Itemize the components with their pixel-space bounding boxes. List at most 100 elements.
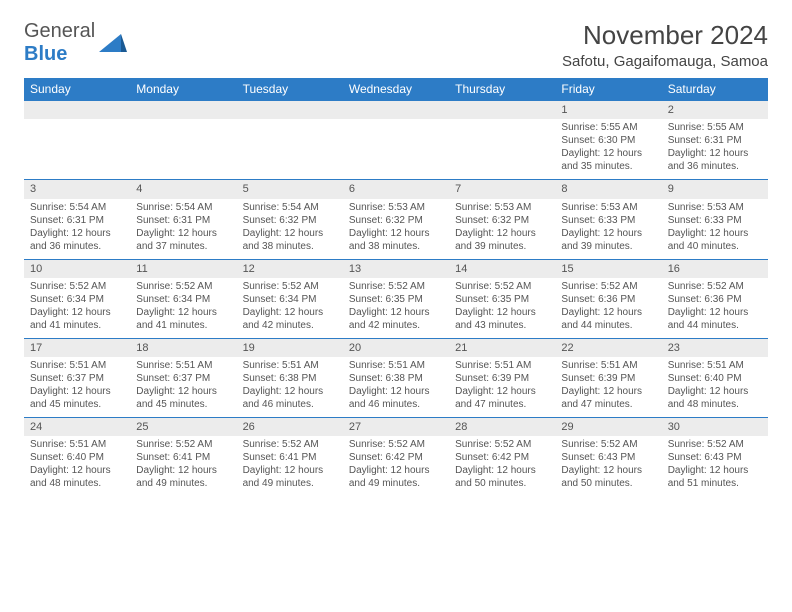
day-number: 2 [662, 101, 768, 119]
sunrise: Sunrise: 5:54 AM [30, 201, 124, 214]
week-daynum-row: 12 [24, 101, 768, 120]
day-cell: Sunrise: 5:51 AMSunset: 6:40 PMDaylight:… [24, 436, 130, 496]
sunset: Sunset: 6:39 PM [455, 372, 549, 385]
day-cell: Sunrise: 5:51 AMSunset: 6:37 PMDaylight:… [130, 357, 236, 417]
day-number: 21 [449, 339, 555, 357]
daylight: Daylight: 12 hours and 45 minutes. [136, 385, 230, 411]
sunrise: Sunrise: 5:52 AM [349, 438, 443, 451]
sunrise: Sunrise: 5:52 AM [243, 438, 337, 451]
day-cell: Sunrise: 5:55 AMSunset: 6:31 PMDaylight:… [662, 119, 768, 179]
sunset: Sunset: 6:39 PM [561, 372, 655, 385]
sunrise: Sunrise: 5:54 AM [243, 201, 337, 214]
calendar-table: SundayMondayTuesdayWednesdayThursdayFrid… [24, 78, 768, 496]
day-cell: Sunrise: 5:53 AMSunset: 6:33 PMDaylight:… [555, 199, 661, 259]
logo-word2: Blue [24, 43, 67, 65]
day-number: 24 [24, 418, 130, 436]
week-body-row: Sunrise: 5:54 AM Sunset: 6:31 PM Daylight:… [24, 199, 768, 260]
daylight: Daylight: 12 hours and 50 minutes. [561, 464, 655, 490]
empty-day [24, 101, 130, 119]
daylight: Daylight: 12 hours and 49 minutes. [136, 464, 230, 490]
week-daynum-row: 10111213141516 [24, 259, 768, 278]
day-number: 23 [662, 339, 768, 357]
sunset: Sunset: 6:38 PM [349, 372, 443, 385]
day-number: 5 [237, 180, 343, 198]
location: Safotu, Gagaifomauga, Samoa [562, 53, 768, 70]
daylight: Daylight: 12 hours and 47 minutes. [455, 385, 549, 411]
day-number: 18 [130, 339, 236, 357]
daylight: Daylight: 12 hours and 39 minutes. [561, 227, 655, 253]
sunset: Sunset: 6:43 PM [668, 451, 762, 464]
title-block: November 2024 Safotu, Gagaifomauga, Samo… [562, 20, 768, 70]
day-number: 4 [130, 180, 236, 198]
sunset: Sunset: 6:31 PM [136, 214, 230, 227]
sunrise: Sunrise: 5:52 AM [136, 280, 230, 293]
sunset: Sunset: 6:40 PM [668, 372, 762, 385]
triangle-icon [99, 30, 127, 57]
sunrise: Sunrise: 5:52 AM [455, 438, 549, 451]
day-header: Wednesday [343, 78, 449, 101]
day-number: 12 [237, 260, 343, 278]
daylight: Daylight: 12 hours and 49 minutes. [349, 464, 443, 490]
day-cell: Sunrise: 5:52 AMSunset: 6:42 PMDaylight:… [449, 436, 555, 496]
sunrise: Sunrise: 5:51 AM [668, 359, 762, 372]
day-number: 22 [555, 339, 661, 357]
sunset: Sunset: 6:33 PM [561, 214, 655, 227]
daylight: Daylight: 12 hours and 48 minutes. [30, 464, 124, 490]
day-number: 20 [343, 339, 449, 357]
sunrise: Sunrise: 5:51 AM [136, 359, 230, 372]
day-cell: Sunrise: 5:52 AMSunset: 6:41 PMDaylight:… [237, 436, 343, 496]
day-number: 10 [24, 260, 130, 278]
sunset: Sunset: 6:37 PM [30, 372, 124, 385]
daylight: Daylight: 12 hours and 42 minutes. [243, 306, 337, 332]
sunrise: Sunrise: 5:51 AM [243, 359, 337, 372]
daylight: Daylight: 12 hours and 51 minutes. [668, 464, 762, 490]
day-header-row: SundayMondayTuesdayWednesdayThursdayFrid… [24, 78, 768, 101]
sunset: Sunset: 6:34 PM [136, 293, 230, 306]
day-cell: Sunrise: 5:53 AMSunset: 6:33 PMDaylight:… [662, 199, 768, 259]
day-number: 7 [449, 180, 555, 198]
sunset: Sunset: 6:34 PM [243, 293, 337, 306]
day-cell: Sunrise: 5:52 AMSunset: 6:41 PMDaylight:… [130, 436, 236, 496]
week-body-row: Sunrise: 5:51 AM Sunset: 6:37 PM Daylight:… [24, 357, 768, 418]
sunrise: Sunrise: 5:52 AM [243, 280, 337, 293]
sunrise: Sunrise: 5:52 AM [455, 280, 549, 293]
sunset: Sunset: 6:30 PM [561, 134, 655, 147]
day-cell: Sunrise: 5:54 AMSunset: 6:31 PMDaylight:… [24, 199, 130, 259]
sunrise: Sunrise: 5:55 AM [668, 121, 762, 134]
day-cell: Sunrise: 5:54 AMSunset: 6:31 PMDaylight:… [130, 199, 236, 259]
day-cell: Sunrise: 5:55 AMSunset: 6:30 PMDaylight:… [555, 119, 661, 179]
month-title: November 2024 [562, 20, 768, 51]
day-cell: Sunrise: 5:51 AMSunset: 6:38 PMDaylight:… [343, 357, 449, 417]
day-number: 16 [662, 260, 768, 278]
empty-day [343, 101, 449, 119]
sunset: Sunset: 6:43 PM [561, 451, 655, 464]
day-number: 15 [555, 260, 661, 278]
day-number: 6 [343, 180, 449, 198]
sunset: Sunset: 6:33 PM [668, 214, 762, 227]
sunrise: Sunrise: 5:51 AM [455, 359, 549, 372]
week-body-row: Sunrise: 5:51 AMSunset: 6:40 PMDaylight:… [24, 436, 768, 496]
day-cell: Sunrise: 5:52 AMSunset: 6:43 PMDaylight:… [662, 436, 768, 496]
daylight: Daylight: 12 hours and 38 minutes. [349, 227, 443, 253]
daylight: Daylight: 12 hours and 41 minutes. [136, 306, 230, 332]
daylight: Daylight: 12 hours and 43 minutes. [455, 306, 549, 332]
day-cell: Sunrise: 5:51 AMSunset: 6:39 PMDaylight:… [555, 357, 661, 417]
day-number: 28 [449, 418, 555, 436]
day-header: Tuesday [237, 78, 343, 101]
day-number: 14 [449, 260, 555, 278]
sunset: Sunset: 6:42 PM [455, 451, 549, 464]
day-header: Saturday [662, 78, 768, 101]
day-header: Thursday [449, 78, 555, 101]
sunrise: Sunrise: 5:51 AM [30, 438, 124, 451]
empty-day [237, 101, 343, 119]
daylight: Daylight: 12 hours and 44 minutes. [561, 306, 655, 332]
day-number: 25 [130, 418, 236, 436]
daylight: Daylight: 12 hours and 50 minutes. [455, 464, 549, 490]
sunset: Sunset: 6:32 PM [455, 214, 549, 227]
sunset: Sunset: 6:35 PM [455, 293, 549, 306]
day-number: 30 [662, 418, 768, 436]
sunset: Sunset: 6:34 PM [30, 293, 124, 306]
day-header: Friday [555, 78, 661, 101]
day-cell: Sunrise: 5:52 AMSunset: 6:43 PMDaylight:… [555, 436, 661, 496]
week-body-row: Sunrise: 5:55 AMSunset: 6:30 PMDaylight:… [24, 119, 768, 180]
